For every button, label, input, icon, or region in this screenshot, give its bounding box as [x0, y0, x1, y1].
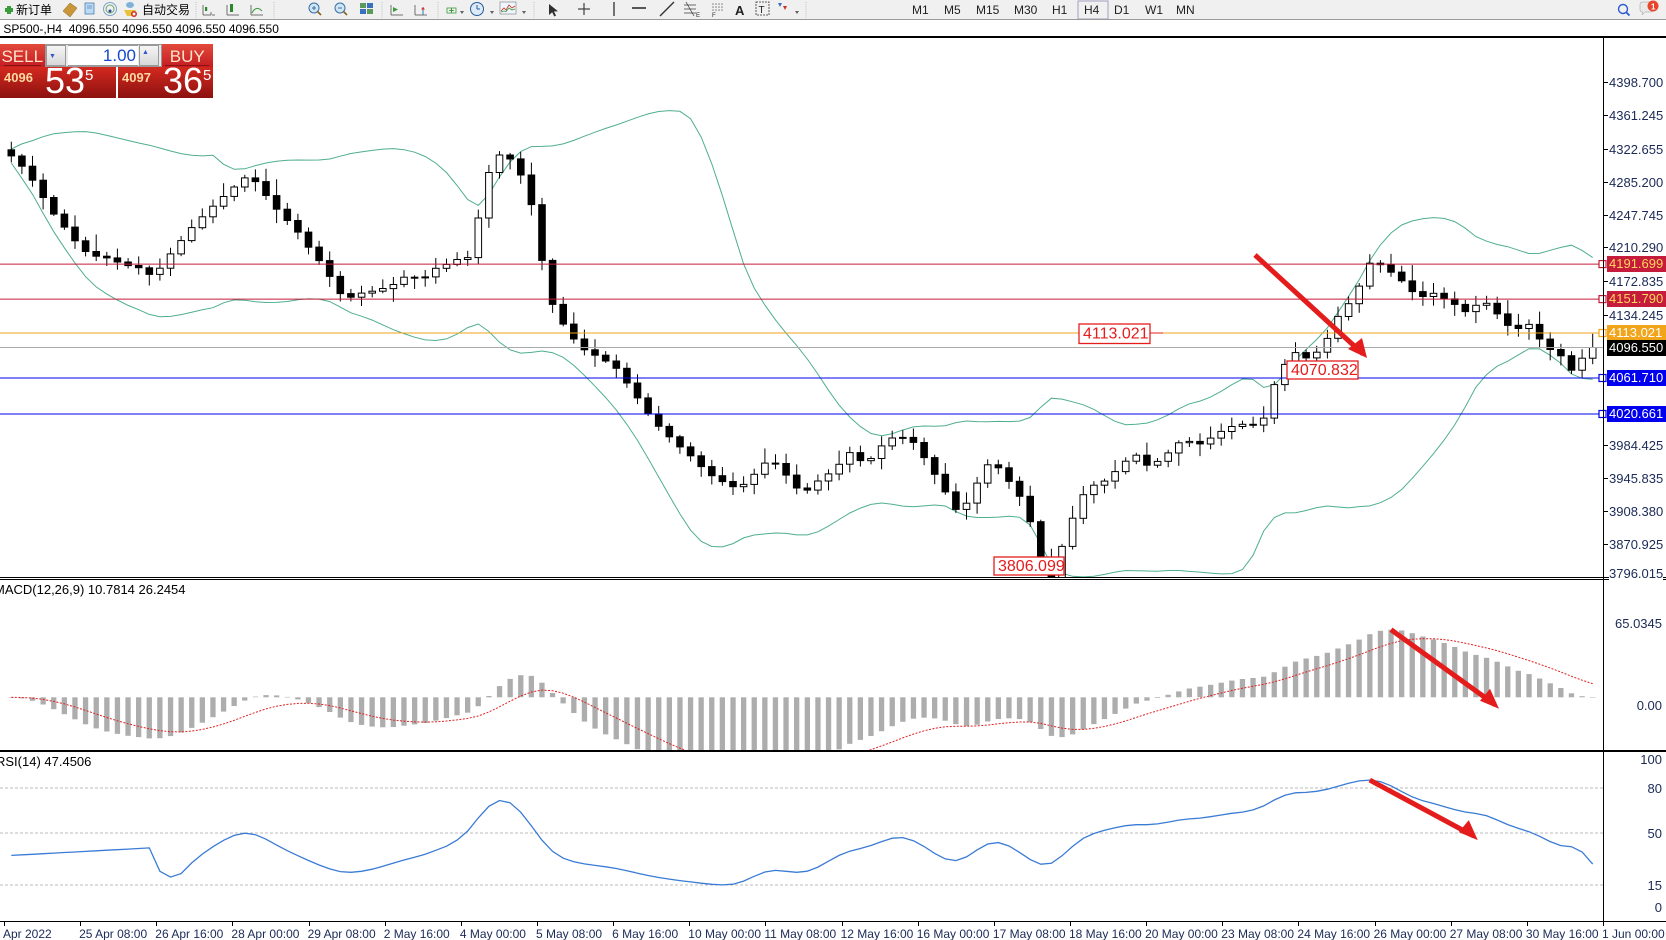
svg-text:M1: M1 [912, 3, 929, 17]
svg-text:H4: H4 [1084, 3, 1100, 17]
svg-text:T: T [759, 5, 765, 16]
svg-text:H1: H1 [1052, 3, 1068, 17]
svg-text:3806.099: 3806.099 [998, 558, 1065, 575]
svg-text:1: 1 [1651, 3, 1656, 12]
svg-text:A: A [735, 3, 745, 18]
svg-text:D1: D1 [1114, 3, 1130, 17]
svg-text:自动交易: 自动交易 [142, 2, 190, 17]
svg-text:4070.832: 4070.832 [1291, 362, 1358, 379]
svg-text:新订单: 新订单 [16, 2, 52, 17]
svg-text:E: E [696, 13, 700, 19]
svg-text:W1: W1 [1145, 3, 1163, 17]
svg-text:M15: M15 [976, 3, 1000, 17]
svg-text:M5: M5 [944, 3, 961, 17]
svg-text:MN: MN [1176, 3, 1195, 17]
svg-text:4113.021: 4113.021 [1083, 326, 1149, 343]
svg-text:F: F [712, 13, 716, 19]
svg-text:M30: M30 [1014, 3, 1038, 17]
